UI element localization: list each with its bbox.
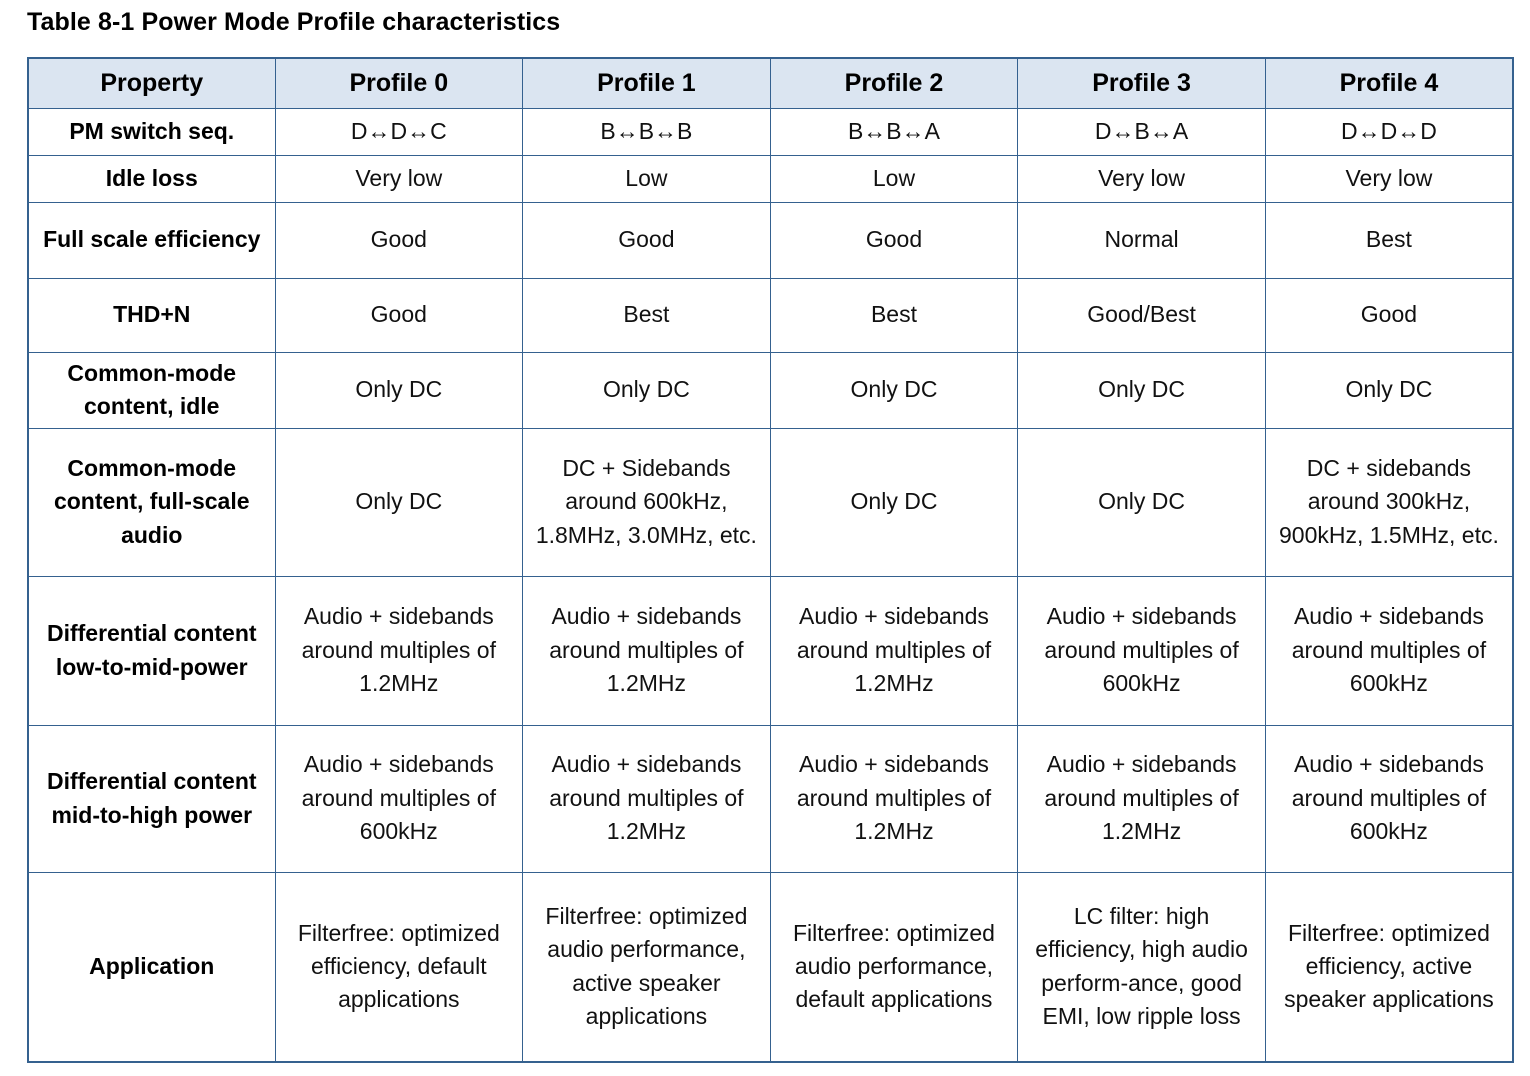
- table-row: Idle loss Very low Low Low Very low Very low: [27, 154, 1514, 203]
- row-header: Common-mode content, full-scale audio: [27, 427, 276, 577]
- table-caption: Table 8-1 Power Mode Profile characteris…: [27, 8, 561, 36]
- table-cell: Audio + sidebands around multiples of 60…: [274, 724, 524, 873]
- table-cell: Filterfree: optimized audio performance,…: [522, 871, 771, 1063]
- column-header-profile-4: Profile 4: [1264, 57, 1514, 109]
- table-cell: Only DC: [1264, 351, 1514, 429]
- table-cell: Low: [769, 154, 1019, 203]
- table-body: PM switch seq. D↔D↔C B↔B↔B B↔B↔A D↔B↔A D↔D↔D I…: [27, 107, 1514, 1063]
- column-header-profile-3: Profile 3: [1017, 57, 1266, 109]
- table-row: Differential content mid-to-high power Au…: [27, 724, 1514, 873]
- table-cell: Audio + sidebands around multiples of 60…: [1264, 575, 1514, 726]
- table-row: Common-mode content, idle Only DC Only DC O…: [27, 351, 1514, 429]
- table-cell: Best: [522, 277, 771, 353]
- column-header-profile-1: Profile 1: [522, 57, 771, 109]
- table-cell: DC + sidebands around 300kHz, 900kHz, 1.…: [1264, 427, 1514, 577]
- column-header-profile-0: Profile 0: [274, 57, 524, 109]
- table-cell: Only DC: [769, 427, 1019, 577]
- row-header: Full scale efficiency: [27, 201, 276, 279]
- column-header-profile-2: Profile 2: [769, 57, 1019, 109]
- table-cell: Filterfree: optimized efficiency, active…: [1264, 871, 1514, 1063]
- table-row: Full scale efficiency Good Good Good Normal B…: [27, 201, 1514, 279]
- row-header: Differential content low-to-mid-power: [27, 575, 276, 726]
- row-header: Differential content mid-to-high power: [27, 724, 276, 873]
- power-mode-profile-table: Property Profile 0 Profile 1 Profile 2 P…: [27, 57, 1514, 1063]
- column-header-property: Property: [27, 57, 276, 109]
- table-cell: Good: [274, 201, 524, 279]
- table-cell: Audio + sidebands around multiples of 1.…: [769, 575, 1019, 726]
- table-cell: Only DC: [522, 351, 771, 429]
- table-cell: Audio + sidebands around multiples of 1.…: [274, 575, 524, 726]
- table-cell: Very low: [1017, 154, 1266, 203]
- table-row: Common-mode content, full-scale audio Onl…: [27, 427, 1514, 577]
- table-cell: Only DC: [274, 427, 524, 577]
- table-row: THD+N Good Best Best Good/Best Good: [27, 277, 1514, 353]
- table-cell: Normal: [1017, 201, 1266, 279]
- table-cell: Very low: [274, 154, 524, 203]
- table-cell: Only DC: [1017, 351, 1266, 429]
- table-cell: D↔D↔C: [274, 107, 524, 156]
- table-cell: B↔B↔B: [522, 107, 771, 156]
- table-cell: Audio + sidebands around multiples of 1.…: [1017, 724, 1266, 873]
- table-cell: Good: [274, 277, 524, 353]
- table-cell: B↔B↔A: [769, 107, 1019, 156]
- table-cell: Good: [522, 201, 771, 279]
- row-header: THD+N: [27, 277, 276, 353]
- table-cell: Only DC: [1017, 427, 1266, 577]
- table-cell: D↔D↔D: [1264, 107, 1514, 156]
- table-cell: Audio + sidebands around multiples of 1.…: [522, 575, 771, 726]
- table-cell: Audio + sidebands around multiples of 60…: [1017, 575, 1266, 726]
- table-cell: Audio + sidebands around multiples of 1.…: [769, 724, 1019, 873]
- row-header: PM switch seq.: [27, 107, 276, 156]
- header-row: Property Profile 0 Profile 1 Profile 2 P…: [27, 57, 1514, 109]
- table-cell: LC filter: high efficiency, high audio p…: [1017, 871, 1266, 1063]
- table-row: PM switch seq. D↔D↔C B↔B↔B B↔B↔A D↔B↔A D↔D↔D: [27, 107, 1514, 156]
- table-cell: Audio + sidebands around multiples of 60…: [1264, 724, 1514, 873]
- table-cell: Audio + sidebands around multiples of 1.…: [522, 724, 771, 873]
- table-cell: DC + Sidebands around 600kHz, 1.8MHz, 3.…: [522, 427, 771, 577]
- table-cell: Filterfree: optimized audio performance,…: [769, 871, 1019, 1063]
- table-cell: Good: [1264, 277, 1514, 353]
- row-header: Common-mode content, idle: [27, 351, 276, 429]
- table-cell: Low: [522, 154, 771, 203]
- table-header: Property Profile 0 Profile 1 Profile 2 P…: [27, 57, 1514, 109]
- table-cell: Only DC: [769, 351, 1019, 429]
- table-row: Differential content low-to-mid-power Aud…: [27, 575, 1514, 726]
- table-cell: Good: [769, 201, 1019, 279]
- table-cell: Best: [769, 277, 1019, 353]
- table-cell: D↔B↔A: [1017, 107, 1266, 156]
- table-row: Application Filterfree: optimized efficie…: [27, 871, 1514, 1063]
- row-header: Idle loss: [27, 154, 276, 203]
- table-cell: Filterfree: optimized efficiency, defaul…: [274, 871, 524, 1063]
- row-header: Application: [27, 871, 276, 1063]
- table-cell: Very low: [1264, 154, 1514, 203]
- table-cell: Best: [1264, 201, 1514, 279]
- table-cell: Only DC: [274, 351, 524, 429]
- table-cell: Good/Best: [1017, 277, 1266, 353]
